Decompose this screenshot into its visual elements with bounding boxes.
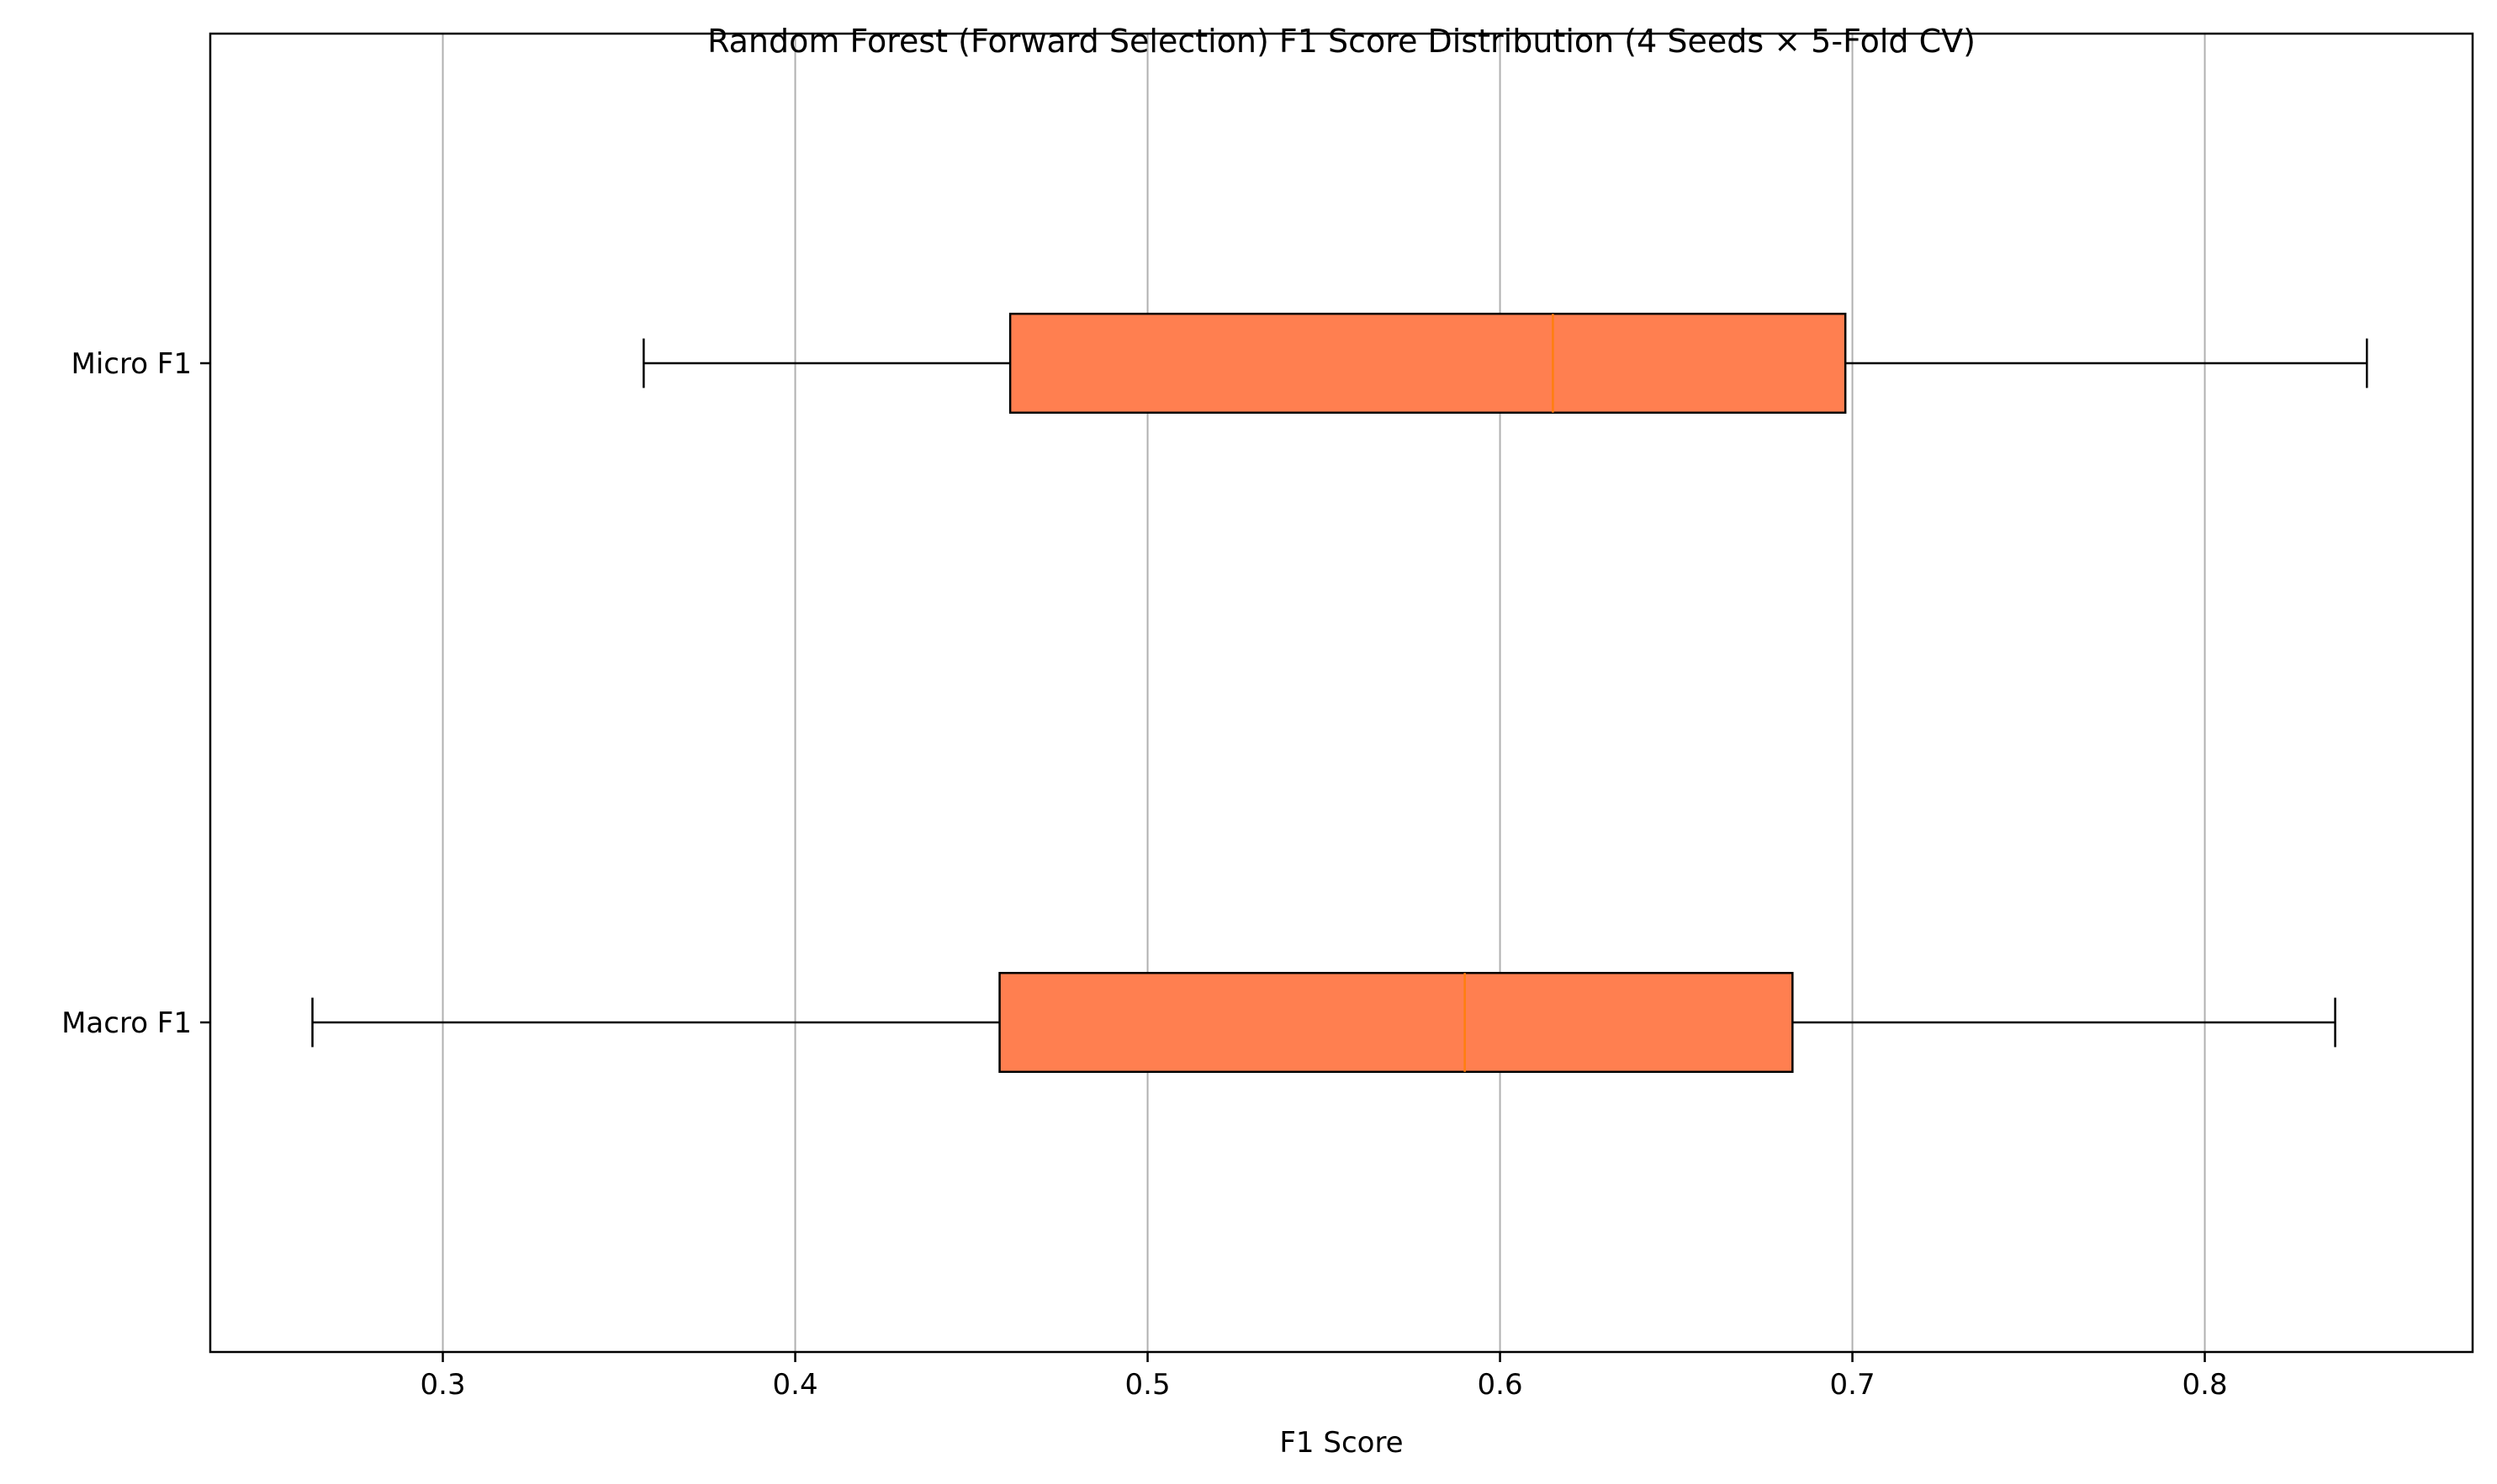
iqr-box — [1008, 312, 1847, 415]
x-tick-label: 0.5 — [1125, 1368, 1171, 1402]
iqr-box — [998, 971, 1794, 1074]
x-tick-label: 0.7 — [1830, 1368, 1875, 1402]
x-tick-label: 0.4 — [773, 1368, 818, 1402]
x-tick-label: 0.3 — [421, 1368, 466, 1402]
y-tick-label: Macro F1 — [61, 1006, 192, 1040]
gridlines — [442, 34, 2206, 1352]
boxes — [311, 312, 2368, 1074]
chart-title: Random Forest (Forward Selection) F1 Sco… — [707, 23, 1976, 60]
x-tick-label: 0.8 — [2182, 1368, 2228, 1402]
x-tick-label: 0.6 — [1478, 1368, 1523, 1402]
axis-ticks: 0.3 0.4 0.5 0.6 0.7 0.8 Macro F1 Micro F1 — [61, 347, 2228, 1402]
x-axis-label: F1 Score — [1279, 1426, 1403, 1460]
y-tick-label: Micro F1 — [71, 347, 192, 381]
plot-frame — [209, 32, 2474, 1354]
box-group — [311, 971, 2336, 1074]
box-group — [643, 312, 2368, 415]
